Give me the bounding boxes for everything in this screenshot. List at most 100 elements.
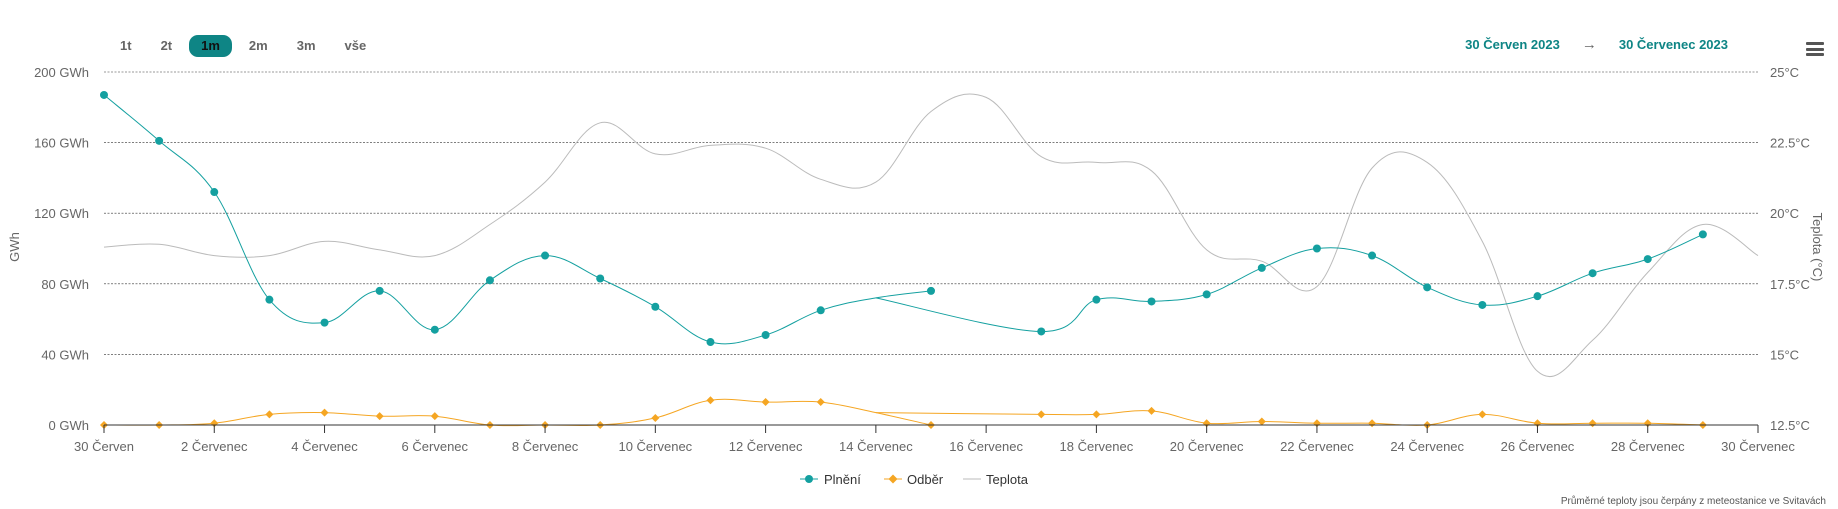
data-point-plneni: [816, 306, 825, 315]
y-left-tick-label: 200 GWh: [34, 65, 89, 80]
data-point-odber: [1368, 419, 1377, 428]
range-button-2t[interactable]: 2t: [160, 38, 173, 53]
date-range-arrow: →: [1581, 36, 1597, 53]
legend-label-teplota: Teplota: [986, 472, 1029, 487]
legend-label-plneni: Plnění: [824, 472, 861, 487]
range-button-1m[interactable]: 1m: [189, 35, 232, 57]
data-point-odber: [651, 413, 660, 422]
data-point-plneni: [100, 90, 108, 99]
data-point-plneni: [1643, 255, 1652, 264]
data-point-odber: [816, 398, 825, 407]
data-point-odber: [1257, 417, 1266, 426]
x-tick-label: 24 Červenec: [1390, 439, 1464, 454]
y-right-tick-label: 22.5°C: [1770, 136, 1810, 151]
series-line-odber: [103, 398, 932, 427]
x-tick-label: 12 Červenec: [729, 439, 803, 454]
range-button-1t[interactable]: 1t: [120, 38, 132, 53]
y-right-tick-label: 20°C: [1770, 206, 1799, 221]
data-point-odber: [1092, 410, 1101, 419]
data-point-plneni: [651, 302, 660, 311]
x-tick-label: 6 Červenec: [402, 439, 469, 454]
data-point-odber: [706, 396, 715, 405]
series-line-odber: [875, 410, 1703, 426]
range-button-all[interactable]: vše: [344, 38, 367, 53]
data-point-plneni: [541, 251, 550, 260]
series-line-plneni: [103, 94, 932, 345]
y-left-tick-label: 80 GWh: [41, 277, 89, 292]
data-point-plneni: [1147, 297, 1156, 306]
x-tick-label: 26 Červenec: [1501, 439, 1575, 454]
data-point-plneni: [210, 188, 219, 197]
data-point-plneni: [1588, 269, 1597, 278]
grid-lines: [104, 71, 1758, 355]
series-plneni: [100, 90, 1707, 347]
x-tick-label: 8 Červenec: [512, 439, 579, 454]
range-button-2m[interactable]: 2m: [248, 38, 268, 53]
x-tick-label: 18 Červenec: [1060, 439, 1134, 454]
series-teplota: [103, 93, 1759, 378]
data-point-odber: [430, 412, 439, 421]
y-left-tick-label: 120 GWh: [34, 206, 89, 221]
data-point-odber: [1588, 419, 1597, 428]
date-to[interactable]: 30 Červenec 2023: [1618, 37, 1728, 52]
series-line-teplota: [103, 93, 1759, 378]
data-point-odber: [1037, 410, 1046, 419]
data-point-plneni: [155, 136, 164, 145]
data-point-odber: [320, 408, 329, 417]
data-point-plneni: [1257, 263, 1266, 272]
data-point-odber: [761, 398, 770, 407]
x-tick-label: 30 Červen: [74, 439, 134, 454]
y-left-tick-label: 40 GWh: [41, 347, 89, 362]
x-tick-label: 10 Červenec: [618, 439, 692, 454]
legend: Plnění Odběr Teplota: [800, 472, 1029, 487]
data-point-plneni: [1533, 292, 1542, 301]
data-point-plneni: [596, 274, 605, 283]
legend-item-plneni[interactable]: Plnění: [800, 472, 861, 487]
data-point-plneni: [1698, 230, 1707, 239]
date-from[interactable]: 30 Červen 2023: [1465, 37, 1560, 52]
data-point-plneni: [706, 338, 715, 347]
x-tick-label: 16 Červenec: [949, 439, 1023, 454]
y-right-tick-label: 15°C: [1770, 347, 1799, 362]
range-button-3m[interactable]: 3m: [296, 38, 316, 53]
data-point-plneni: [1092, 295, 1101, 304]
data-point-plneni: [485, 276, 494, 285]
data-point-plneni: [1478, 300, 1487, 309]
legend-label-odber: Odběr: [907, 472, 944, 487]
legend-item-odber[interactable]: Odběr: [884, 472, 944, 487]
data-point-plneni: [430, 325, 439, 334]
hamburger-menu-icon[interactable]: [1806, 42, 1824, 56]
data-point-odber: [1147, 406, 1156, 415]
data-point-plneni: [265, 295, 274, 304]
axes-layer: 0 GWh 40 GWh 80 GWh 120 GWh 160 GWh 200 GWh 12…: [34, 65, 1810, 454]
data-point-odber: [375, 412, 384, 421]
data-point-plneni: [375, 286, 384, 295]
x-tick-label: 2 Červenec: [181, 439, 248, 454]
data-point-odber: [265, 410, 274, 419]
x-tick-label: 14 Červenec: [839, 439, 913, 454]
y-right-tick-label: 25°C: [1770, 65, 1799, 80]
data-point-plneni: [1202, 290, 1211, 299]
y-right-tick-label: 17.5°C: [1770, 277, 1810, 292]
y-left-tick-label: 160 GWh: [34, 136, 89, 151]
data-point-plneni: [1368, 251, 1377, 260]
data-source-credit: Průměrné teploty jsou čerpány z meteosta…: [1561, 495, 1826, 507]
x-tick-label: 20 Červenec: [1170, 439, 1244, 454]
y-axis-right-title: Teplota (°C): [1810, 213, 1825, 282]
legend-item-teplota[interactable]: Teplota: [963, 472, 1029, 487]
series-odber: [100, 396, 1707, 429]
x-tick-label: 28 Červenec: [1611, 439, 1685, 454]
x-tick-label: 30 Červenec: [1721, 439, 1795, 454]
y-right-tick-label: 12.5°C: [1770, 418, 1810, 433]
data-point-plneni: [1037, 327, 1046, 336]
y-axis-left-title: GWh: [7, 232, 22, 262]
x-tick-label: 4 Červenec: [291, 439, 358, 454]
data-point-plneni: [761, 330, 770, 339]
data-point-odber: [1478, 410, 1487, 419]
data-point-plneni: [927, 286, 935, 295]
data-point-plneni: [320, 318, 329, 327]
data-point-plneni: [1423, 283, 1432, 292]
range-selector: 1t 2t 1m 2m 3m vše: [108, 34, 383, 58]
data-point-plneni: [1312, 244, 1321, 253]
